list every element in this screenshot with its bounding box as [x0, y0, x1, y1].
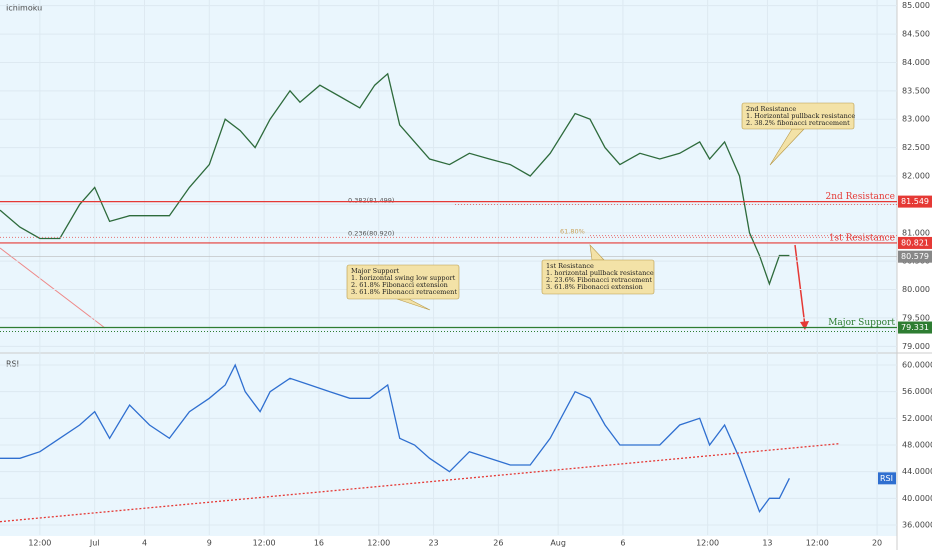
level-name: 2nd Resistance [825, 192, 895, 202]
x-tick-label: Jul [89, 539, 100, 548]
fib-label: 61.80% [560, 228, 585, 236]
price-tag-bg [898, 321, 932, 334]
price-tag: 80.579 [901, 252, 929, 261]
callout-title: Major Support [351, 267, 400, 275]
trend-arrow [0, 247, 106, 329]
x-tick-label: 23 [428, 539, 438, 548]
callout-line: 2. 23.6% Fibonacci retracement [546, 276, 652, 284]
y-tick-label: 84.500 [902, 30, 930, 39]
callout-line: 1. horizontal pullback resistance [546, 269, 654, 277]
price-tag-bg [898, 195, 932, 208]
y-tick-label: 48.0000 [902, 441, 932, 450]
level-name: Major Support [828, 318, 895, 328]
y-tick-label: 56.0000 [902, 387, 932, 396]
series-line [0, 363, 790, 514]
fib-label: 0.382(81.499) [348, 196, 394, 204]
x-tick-label: 13 [762, 539, 772, 548]
callout-line: 1. Horizontal pullback resistance [746, 112, 855, 120]
callout-box [741, 102, 855, 130]
series-line [0, 72, 790, 286]
price-tag-bg [898, 236, 932, 249]
y-tick-label: 80.000 [902, 285, 930, 294]
y-tick-label: 83.000 [902, 115, 930, 124]
x-tick-label: 9 [207, 539, 212, 548]
y-tick-label: 40.0000 [902, 494, 932, 503]
price-tag: 79.331 [901, 323, 929, 332]
y-tick-label: 85.000 [902, 1, 930, 10]
callout-tail [589, 244, 605, 261]
callout-line: 2. 38.2% fibonacci retracement [746, 119, 850, 127]
callout-tail [769, 128, 805, 166]
rsi-title: RSI [6, 360, 19, 369]
callout-tail [396, 298, 431, 311]
x-tick-label: Aug [550, 539, 566, 548]
y-tick-label: 81.000 [902, 228, 930, 237]
arrow-head [800, 321, 809, 330]
callout-line: 2. 61.8% Fibonacci extension [351, 281, 448, 289]
x-tick-label: 6 [620, 539, 625, 548]
trend-line [0, 443, 840, 523]
price-tag-bg [898, 250, 932, 263]
x-tick-label: 20 [872, 539, 882, 548]
y-tick-label: 44.0000 [902, 467, 932, 476]
y-tick-label: 79.500 [902, 313, 930, 322]
chart-title: Ichimoku [6, 4, 42, 13]
y-tick-label: 82.000 [902, 172, 930, 181]
y-tick-label: 82.500 [902, 143, 930, 152]
y-tick-label: 52.0000 [902, 414, 932, 423]
axis-tag-bg [878, 472, 896, 485]
callout-line: 3. 61.8% Fibonacci retracement [351, 288, 457, 296]
x-tick-label: 12:00 [367, 539, 390, 548]
y-tick-label: 84.000 [902, 58, 930, 67]
x-tick-label: 26 [493, 539, 503, 548]
price-tag: 81.549 [901, 197, 929, 206]
y-tick-label: 36.0000 [902, 521, 932, 530]
callout-line: 1. horizontal swing low support [351, 274, 456, 282]
axis-bg [0, 536, 932, 550]
axis-bg [897, 0, 932, 550]
fib-label: 0.236(80.920) [348, 229, 394, 237]
x-tick-label: 12:00 [28, 539, 51, 548]
y-tick-label: 79.000 [902, 342, 930, 351]
callout-box [346, 264, 460, 300]
callout-box [541, 259, 655, 295]
axis-tag: RSI [880, 474, 893, 483]
x-tick-label: 12:00 [696, 539, 719, 548]
callout-line: 3. 61.8% Fibonacci extension [546, 283, 643, 291]
callout-title: 1st Resistance [546, 262, 594, 270]
y-tick-label: 60.0000 [902, 361, 932, 370]
projection-arrow [794, 244, 806, 327]
x-tick-label: 4 [142, 539, 147, 548]
price-tag: 80.821 [901, 238, 929, 247]
x-tick-label: 12:00 [253, 539, 276, 548]
y-tick-label: 83.500 [902, 86, 930, 95]
x-tick-label: 12:00 [806, 539, 829, 548]
callout-title: 2nd Resistance [746, 105, 796, 113]
level-name: 1st Resistance [829, 233, 895, 243]
x-tick-label: 16 [314, 539, 324, 548]
